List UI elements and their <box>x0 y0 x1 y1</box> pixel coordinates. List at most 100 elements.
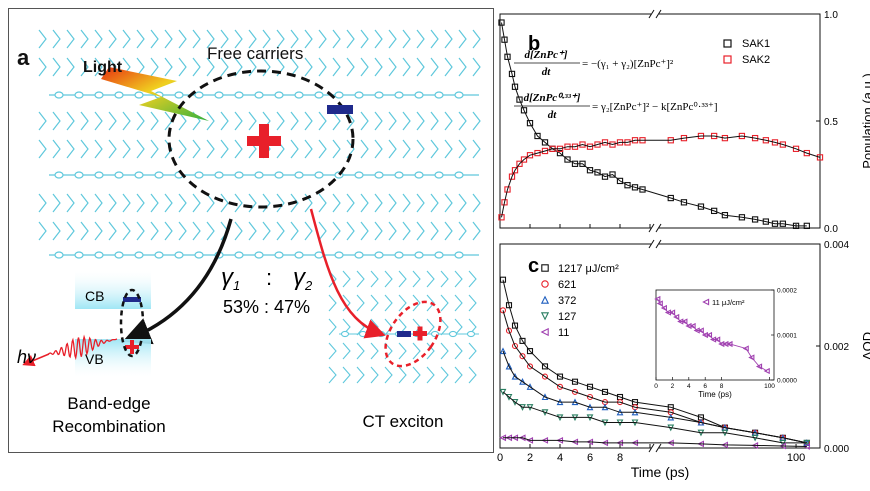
chain-bead <box>174 91 184 99</box>
chain-chevron <box>66 193 75 213</box>
chain-chevron <box>398 366 407 384</box>
data-point <box>639 186 646 193</box>
chain-chevron <box>80 139 89 159</box>
chain-chevron <box>388 193 397 213</box>
chain-chevron <box>94 139 103 159</box>
chain-chevron <box>192 139 201 159</box>
chain-chevron <box>472 57 481 77</box>
chart-c: 0.000 0.002 0.004 0 2 4 6 8 100 c 1217 μJ/cm² 621 37… <box>497 239 870 480</box>
data-point <box>518 434 526 442</box>
chain-bead <box>94 91 104 99</box>
chain-chevron <box>402 29 411 49</box>
data-point <box>526 363 534 370</box>
chain-bead <box>374 251 384 259</box>
chain-chevron <box>328 342 337 360</box>
chain-bead <box>294 251 304 259</box>
chain-bead <box>434 91 444 99</box>
chain-chevron <box>178 111 187 131</box>
chain-chevron <box>234 111 243 131</box>
data-point <box>779 141 787 148</box>
chain-chevron <box>402 139 411 159</box>
free-carrier-ellipse <box>167 69 355 209</box>
data-point <box>668 309 676 316</box>
cb-electron-icon <box>123 297 141 302</box>
legend-label: 127 <box>558 311 576 323</box>
chain-chevron <box>66 139 75 159</box>
chain-chevron <box>304 221 313 241</box>
vb-label: VB <box>85 351 104 367</box>
data-point <box>511 399 519 406</box>
panel-a-label: a <box>17 45 30 70</box>
data-point <box>526 383 534 390</box>
x-axis-label: Time (ps) <box>631 464 690 480</box>
y-tick-label: 0.5 <box>824 117 838 128</box>
chain-chevron <box>80 193 89 213</box>
chain-bead <box>466 330 476 338</box>
chain-bead <box>414 251 424 259</box>
chain-chevron <box>178 57 187 77</box>
chain-chevron <box>332 139 341 159</box>
chain-chevron <box>468 294 477 312</box>
data-point <box>556 373 564 380</box>
axis-break-mark <box>655 443 662 453</box>
chain-chevron <box>192 221 201 241</box>
chain-chevron <box>52 111 61 131</box>
data-point <box>526 119 534 127</box>
chain-chevron <box>52 139 61 159</box>
chain-chevron <box>164 221 173 241</box>
chain-chevron <box>304 111 313 131</box>
chain-chevron <box>52 57 61 77</box>
data-point <box>616 177 624 185</box>
eq2-rhs: = γ₂[ZnPc⁺]² − k[ZnPc⁰·³³⁺] <box>592 101 718 113</box>
chain-chevron <box>388 221 397 241</box>
chain-chevron <box>416 57 425 77</box>
data-point <box>511 167 519 174</box>
chain-bead <box>234 251 244 259</box>
chain-chevron <box>444 57 453 77</box>
chain-chevron <box>248 111 257 131</box>
chain-chevron <box>276 193 285 213</box>
chain-chevron <box>398 294 407 312</box>
data-point <box>771 139 779 146</box>
ct-exciton-label: CT exciton <box>363 412 444 431</box>
inset-x-tick-label: 4 <box>687 383 691 390</box>
data-point <box>656 300 663 307</box>
chain-chevron <box>122 193 131 213</box>
axis-break-mask <box>651 239 659 249</box>
chain-chevron <box>426 270 435 288</box>
rate-equations: d[ZnPc⁺] dt = −(γ₁ + γ₂)[ZnPc⁺]² d[ZnPc⁰… <box>514 49 718 121</box>
x-tick-label: 8 <box>617 452 623 464</box>
chain-chevron <box>416 29 425 49</box>
chain-chevron <box>164 193 173 213</box>
chain-chevron <box>290 139 299 159</box>
axis-break-mark <box>648 443 655 453</box>
chain-chevron <box>80 29 89 49</box>
eq2-numerator: d[ZnPc⁰·³³⁺] <box>524 92 581 104</box>
data-point <box>803 443 810 450</box>
chain-chevron <box>426 342 435 360</box>
chain-bead <box>354 251 364 259</box>
data-point <box>579 141 586 148</box>
chain-bead <box>374 171 384 179</box>
y-tick-label: 0.000 <box>824 444 849 455</box>
chain-bead <box>154 171 164 179</box>
inset-x-tick-label: 100 <box>764 383 775 390</box>
chain-chevron <box>374 221 383 241</box>
chain-chevron <box>164 139 173 159</box>
data-point <box>624 182 631 189</box>
data-point <box>516 96 523 103</box>
chain-chevron <box>472 29 481 49</box>
chain-chevron <box>262 57 271 77</box>
chain-chevron <box>360 193 369 213</box>
chain-bead <box>234 171 244 179</box>
chain-bead <box>74 251 84 259</box>
chain-chevron <box>108 111 117 131</box>
chain-chevron <box>318 111 327 131</box>
chain-chevron <box>472 193 481 213</box>
chain-chevron <box>412 270 421 288</box>
chain-chevron <box>122 111 131 131</box>
data-point <box>511 372 519 380</box>
data-point <box>519 353 526 360</box>
chain-chevron <box>248 57 257 77</box>
chain-chevron <box>290 57 299 77</box>
